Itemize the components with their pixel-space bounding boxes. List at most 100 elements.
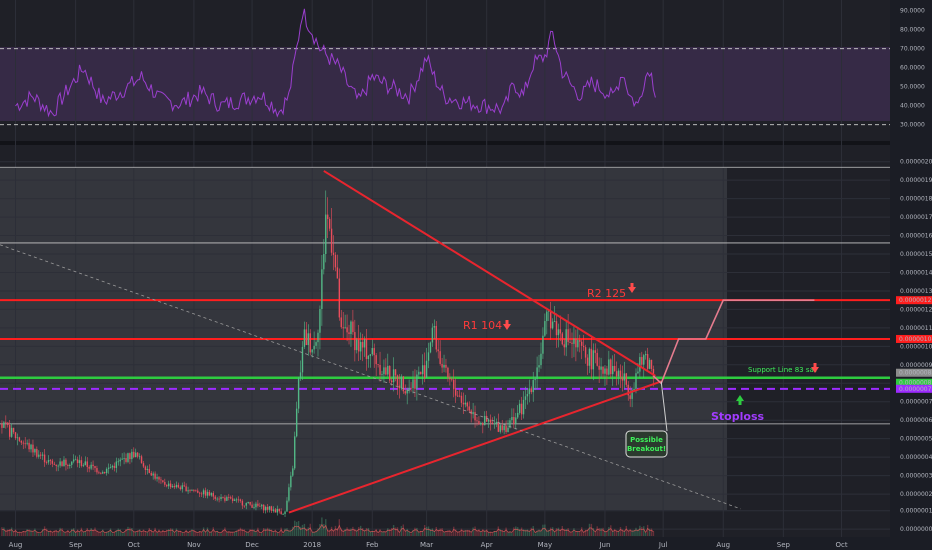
volume-bar xyxy=(358,527,360,536)
volume-bar xyxy=(635,527,637,536)
candle-body xyxy=(36,449,38,457)
volume-bar xyxy=(385,531,387,536)
candle-body xyxy=(443,364,445,368)
level-badge xyxy=(896,378,932,387)
volume-bar xyxy=(586,529,589,536)
volume-bar xyxy=(5,530,7,536)
candle-body xyxy=(441,363,443,368)
candle-body xyxy=(559,329,562,334)
candle-body xyxy=(517,412,519,418)
volume-bar xyxy=(447,530,449,536)
volume-bar xyxy=(323,523,325,536)
volume-bar xyxy=(98,532,100,536)
volume-bar xyxy=(3,527,5,536)
candle-body xyxy=(389,365,391,381)
candle-body xyxy=(627,384,629,396)
volume-bar xyxy=(220,533,222,536)
volume-bar xyxy=(237,529,240,536)
volume-bar xyxy=(38,533,40,536)
volume-bar xyxy=(336,528,339,536)
volume-bar xyxy=(575,530,577,536)
oscillator-tick-label: 90.0000 xyxy=(900,8,925,15)
volume-bar xyxy=(404,530,406,536)
volume-bar xyxy=(503,531,505,536)
candle-body xyxy=(144,466,147,470)
candle-body xyxy=(140,456,143,464)
volume-bar xyxy=(18,532,21,536)
volume-bar xyxy=(7,529,9,536)
candle-body xyxy=(3,422,5,428)
candle-body xyxy=(472,412,474,415)
volume-bar xyxy=(580,527,583,536)
volume-bar xyxy=(243,529,246,536)
volume-bar xyxy=(228,531,230,536)
candle-body xyxy=(493,423,496,425)
volume-bar xyxy=(251,529,253,536)
candle-body xyxy=(10,427,13,437)
volume-bar xyxy=(183,532,185,536)
oscillator-tick-label: 50.0000 xyxy=(900,84,925,91)
candle-body xyxy=(142,463,145,467)
candle-body xyxy=(458,395,461,397)
volume-bar xyxy=(613,528,616,536)
candle-body xyxy=(381,374,383,375)
candle-body xyxy=(243,505,246,507)
volume-bar xyxy=(179,530,182,536)
level-badge-text: 0.00000083 xyxy=(899,380,932,387)
candle-body xyxy=(181,485,183,490)
volume-bar xyxy=(187,533,189,536)
stoploss-label: Stoploss xyxy=(711,410,764,423)
candle-body xyxy=(309,333,311,353)
candle-body xyxy=(1,423,3,428)
candle-body xyxy=(284,511,286,515)
volume-bar xyxy=(26,529,28,536)
volume-bar xyxy=(276,532,278,536)
volume-bar xyxy=(487,532,490,536)
candle-body xyxy=(154,473,156,479)
candle-body xyxy=(80,460,83,466)
candle-body xyxy=(82,465,85,467)
volume-bar xyxy=(53,530,55,536)
candle-body xyxy=(326,214,329,220)
candle-body xyxy=(453,379,455,390)
volume-bar xyxy=(375,528,377,536)
volume-bar xyxy=(453,526,455,536)
candle-body xyxy=(206,491,209,496)
volume-bar xyxy=(418,532,420,536)
volume-bar xyxy=(197,533,199,536)
volume-bar xyxy=(222,529,224,536)
volume-bar xyxy=(379,529,381,536)
candle-body xyxy=(135,452,137,458)
candle-body xyxy=(210,493,213,496)
candle-body xyxy=(549,310,552,329)
volume-bar xyxy=(466,529,468,536)
volume-bar xyxy=(74,533,77,536)
volume-bar xyxy=(319,524,321,536)
volume-bar xyxy=(573,528,575,536)
volume-bar xyxy=(644,532,647,536)
volume-bar xyxy=(491,532,494,536)
trendline-layer xyxy=(0,170,741,514)
breakout-callout: Possible Breakout! xyxy=(625,430,668,458)
r2-label: R2 125 xyxy=(587,287,626,300)
candle-body xyxy=(429,342,432,353)
candle-body xyxy=(577,340,579,348)
candle-body xyxy=(511,417,513,421)
volume-bar xyxy=(544,524,546,536)
candle-body xyxy=(65,459,67,465)
volume-bar xyxy=(482,529,484,536)
candle-body xyxy=(621,377,624,381)
candle-body xyxy=(598,365,600,370)
candle-body xyxy=(228,497,230,498)
candle-body xyxy=(524,396,527,400)
oscillator-tick-label: 70.0000 xyxy=(900,46,925,53)
candle-body xyxy=(375,355,377,365)
volume-bar xyxy=(604,531,606,536)
candle-body xyxy=(396,375,399,386)
candle-body xyxy=(30,444,32,450)
volume-bar xyxy=(431,528,434,536)
candle-body xyxy=(297,378,300,409)
